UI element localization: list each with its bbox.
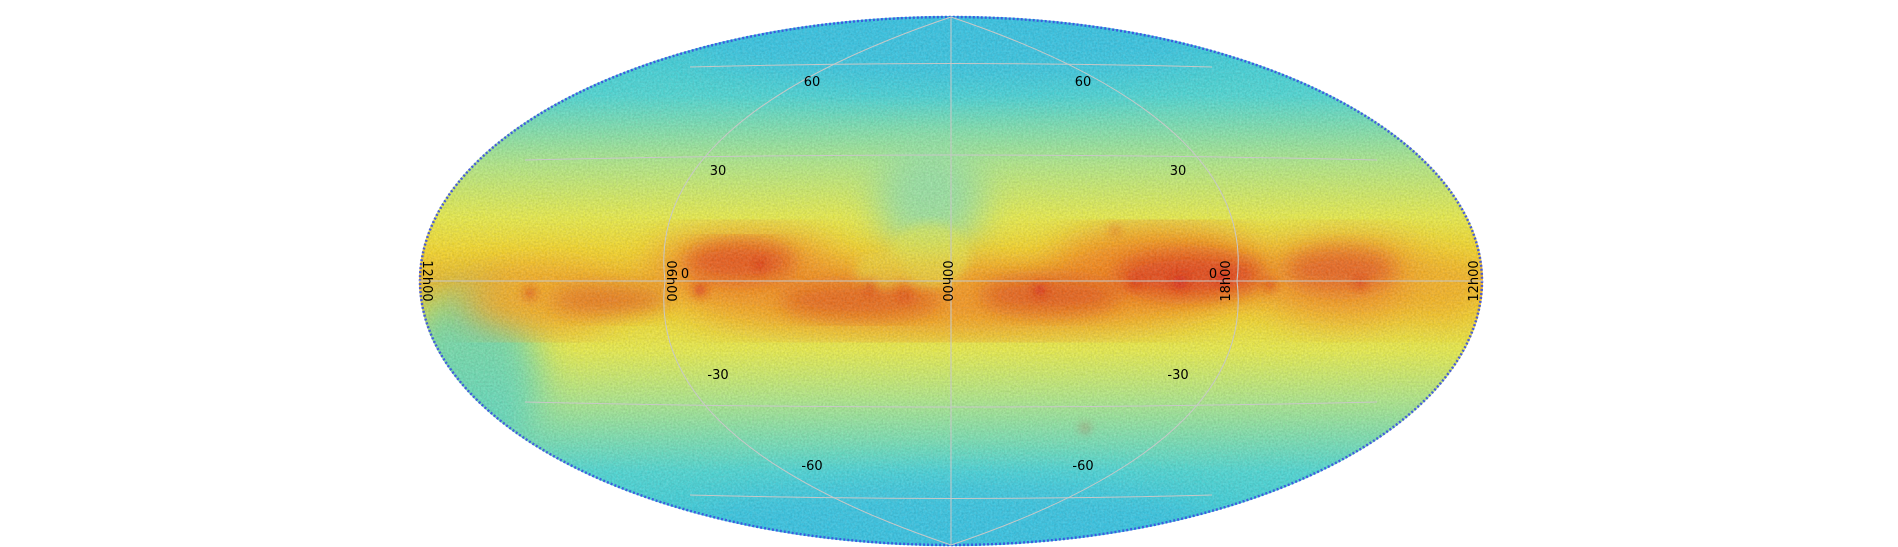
- lat-label-minus30-left: -30: [707, 368, 728, 383]
- meridian-label-right-edge: 12h00: [1467, 260, 1482, 301]
- meridian-label-center: 00h00: [939, 260, 954, 301]
- meridian-label-left-inner: 06h00: [663, 260, 678, 301]
- lat-label-30-right: 30: [1170, 164, 1187, 179]
- latitude-labels: 60 60 30 30 0 0 -30 -30 -60 -60: [681, 75, 1217, 474]
- lat-label-60-left: 60: [804, 75, 821, 90]
- lat-label-0-left: 0: [681, 267, 689, 282]
- lat-label-minus30-right: -30: [1167, 368, 1188, 383]
- meridian-label-left-edge: 12h00: [419, 260, 434, 301]
- lat-label-30-left: 30: [710, 164, 727, 179]
- lat-label-minus60-left: -60: [801, 459, 822, 474]
- lat-label-60-right: 60: [1075, 75, 1092, 90]
- coordinate-grid: [419, 16, 1483, 546]
- meridian-label-right-inner: 18h00: [1219, 260, 1234, 301]
- lat-label-minus60-right: -60: [1072, 459, 1093, 474]
- meridian-labels: 12h00 06h00 00h00 18h00 12h00: [419, 260, 1482, 301]
- lat-label-0-right: 0: [1209, 267, 1217, 282]
